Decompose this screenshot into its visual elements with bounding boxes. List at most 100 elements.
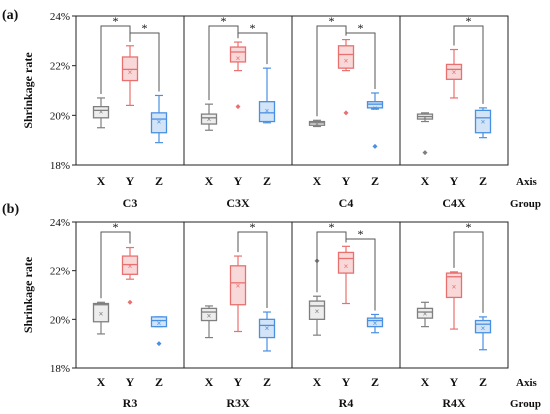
box-y: × <box>229 41 247 110</box>
significance-star: * <box>358 21 364 35</box>
box-z: × <box>150 94 168 144</box>
box-body <box>229 265 247 306</box>
significance-bracket <box>316 25 347 117</box>
mean-marker: × <box>373 319 378 328</box>
panel-1: 18% 20% 22% 24% Shrinkage rate (b) × X × Y × Z * R3 × X… <box>2 202 541 410</box>
axis-letter-y: Y <box>342 375 351 389</box>
axis-letter-x: X <box>421 375 430 389</box>
box-x: × <box>416 112 434 156</box>
mean-marker: × <box>99 309 104 318</box>
mean-marker: × <box>265 324 270 333</box>
axis-letter-y: Y <box>126 375 135 389</box>
axis-letter-x: X <box>421 174 430 188</box>
significance-bracket <box>237 32 268 65</box>
box-y: × <box>229 255 247 333</box>
axis-row-label: Axis <box>516 377 538 389</box>
group-row-label: Group <box>510 398 541 410</box>
significance-bracket <box>129 32 160 92</box>
box-body <box>366 317 384 328</box>
y-tick-label: 18% <box>50 363 70 375</box>
mean-marker: × <box>315 307 320 316</box>
outlier-point <box>235 104 241 110</box>
box-y: × <box>121 45 139 107</box>
group-r3x: × X × Y × Z * R3X <box>200 220 276 410</box>
box-y: × <box>337 245 355 305</box>
group-r4x: × X × Y × Z * R4X <box>416 220 492 410</box>
significance-star: * <box>250 220 256 234</box>
significance-bracket <box>453 231 484 313</box>
box-y: × <box>121 246 139 305</box>
mean-marker: × <box>481 118 486 127</box>
mean-marker: × <box>265 106 270 115</box>
mean-marker: × <box>128 262 133 271</box>
axis-letter-y: Y <box>126 174 135 188</box>
mean-marker: × <box>128 68 133 77</box>
significance-bracket <box>100 231 131 299</box>
group-c3: × X × Y × Z * * C3 <box>92 14 168 210</box>
group-label: C4 <box>339 196 354 210</box>
box-z: × <box>258 311 276 352</box>
box-z: × <box>258 67 276 124</box>
group-label: R3 <box>123 396 138 410</box>
box-z: × <box>366 313 384 334</box>
mean-marker: × <box>207 115 212 124</box>
group-c4: × X × Y × Z * * C4 <box>308 14 384 210</box>
group-r3: × X × Y × Z * R3 <box>92 220 168 410</box>
significance-star: * <box>221 14 227 28</box>
significance-bracket <box>316 231 347 293</box>
box-body <box>337 251 355 274</box>
group-label: R4X <box>442 396 466 410</box>
group-label: R3X <box>226 396 250 410</box>
axis-letter-z: Z <box>155 174 163 188</box>
box-body <box>445 272 463 299</box>
group-label: R4 <box>339 396 354 410</box>
axis-letter-z: Z <box>479 174 487 188</box>
group-label: C3X <box>226 196 250 210</box>
significance-bracket <box>453 25 484 104</box>
axis-letter-y: Y <box>234 375 243 389</box>
box-z: × <box>474 316 492 351</box>
axis-letter-x: X <box>205 375 214 389</box>
mean-marker: × <box>236 281 241 290</box>
axis-letter-z: Z <box>155 375 163 389</box>
mean-marker: × <box>157 319 162 328</box>
group-row-label: Group <box>510 198 541 210</box>
axis-letter-z: Z <box>263 375 271 389</box>
significance-star: * <box>329 220 335 234</box>
mean-marker: × <box>423 309 428 318</box>
mean-marker: × <box>452 282 457 291</box>
mean-marker: × <box>423 113 428 122</box>
outlier-point <box>127 299 133 305</box>
y-tick-label: 24% <box>50 11 70 23</box>
axis-letter-z: Z <box>479 375 487 389</box>
box-body <box>258 318 276 339</box>
box-body <box>258 101 276 123</box>
panel-0: 18%20%22%24%Shrinkage rate(a)×X×Y×Z* *C3×… <box>2 8 541 210</box>
box-x: × <box>308 119 326 128</box>
box-x: × <box>416 301 434 328</box>
group-c3x: × X × Y × Z * * C3X <box>200 14 276 210</box>
significance-bracket <box>208 25 239 101</box>
significance-star: * <box>466 220 472 234</box>
box-x: × <box>92 301 110 335</box>
box-x: × <box>92 97 110 129</box>
box-body <box>150 112 168 134</box>
axis-letter-z: Z <box>371 375 379 389</box>
box-body <box>337 45 355 69</box>
group-label: C4X <box>442 196 466 210</box>
significance-bracket <box>345 238 376 311</box>
significance-star: * <box>466 14 472 28</box>
mean-marker: × <box>344 57 349 66</box>
box-y: × <box>337 38 355 116</box>
group-r4: × X × Y × Z * * R4 <box>308 220 384 410</box>
significance-star: * <box>113 220 119 234</box>
axis-row-label: Axis <box>516 176 538 188</box>
significance-star: * <box>358 227 364 241</box>
mean-marker: × <box>157 118 162 127</box>
axis-letter-y: Y <box>450 174 459 188</box>
significance-star: * <box>113 14 119 28</box>
axis-letter-y: Y <box>450 375 459 389</box>
significance-star: * <box>329 14 335 28</box>
significance-star: * <box>142 21 148 35</box>
